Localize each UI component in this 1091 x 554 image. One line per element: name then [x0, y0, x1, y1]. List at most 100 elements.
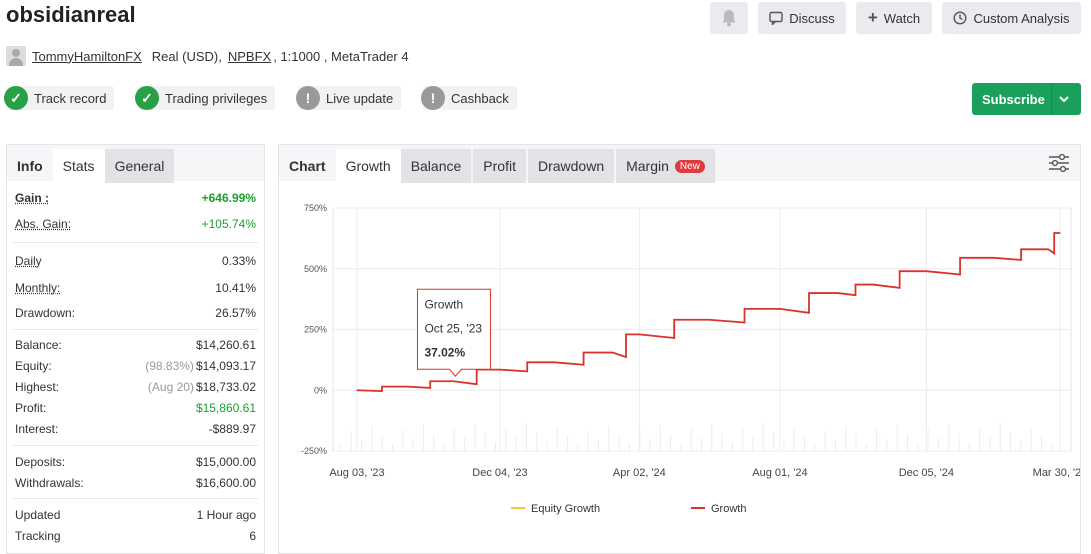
x-tick-label: Aug 01, '24 [752, 467, 807, 479]
stat-updated-value: 1 Hour ago [197, 508, 256, 522]
growth-point [356, 390, 357, 391]
growth-point [453, 381, 454, 382]
x-tick-label: Apr 02, '24 [613, 467, 666, 479]
tab-margin[interactable]: Margin New [616, 149, 715, 183]
growth-point [1048, 249, 1049, 250]
growth-point [993, 257, 994, 258]
stat-balance-value: $14,260.61 [196, 338, 256, 352]
stat-highest-label: Highest: [15, 380, 59, 394]
growth-point [872, 284, 873, 285]
check-icon: ✓ [135, 86, 159, 110]
growth-point [779, 308, 780, 309]
growth-point [926, 271, 927, 272]
x-tick-label: Aug 03, '23 [329, 467, 384, 479]
stat-profit-value: $15,860.61 [196, 401, 256, 415]
stat-deposits-label: Deposits: [15, 455, 65, 469]
page-title: obsidianreal [6, 2, 136, 28]
account-info: TommyHamiltonFX Real (USD), NPBFX , 1:10… [6, 44, 409, 68]
stat-daily: Daily 0.33% [15, 250, 256, 271]
stat-profit-label: Profit: [15, 401, 46, 415]
plus-icon: + [868, 8, 878, 28]
badge-cashback[interactable]: ! Cashback [423, 86, 517, 110]
tab-stats[interactable]: Stats [53, 149, 105, 183]
stat-deposits-value: $15,000.00 [196, 455, 256, 469]
growth-point [639, 334, 640, 335]
notification-button[interactable] [710, 2, 748, 34]
stat-updated: Updated 1 Hour ago [15, 504, 256, 525]
tab-profit[interactable]: Profit [473, 149, 526, 183]
stat-drawdown-value: 26.57% [215, 306, 256, 320]
badge-live-update[interactable]: ! Live update [298, 86, 401, 110]
tab-info[interactable]: Info [7, 149, 53, 183]
growth-point [708, 319, 709, 320]
stat-updated-label: Updated [15, 508, 60, 522]
watch-button[interactable]: + Watch [856, 2, 932, 34]
growth-point [406, 386, 407, 387]
chart-settings-icon[interactable] [1048, 153, 1070, 173]
growth-point [499, 369, 500, 370]
tooltip-date: Oct 25, '23 [424, 321, 482, 335]
stat-tracking-value: 6 [249, 529, 256, 543]
custom-analysis-button[interactable]: Custom Analysis [942, 2, 1081, 34]
growth-point [612, 352, 613, 353]
account-leverage: , 1:1000 , MetaTrader 4 [273, 49, 408, 64]
badge-label: Trading privileges [165, 91, 267, 106]
badge-label: Live update [326, 91, 393, 106]
stat-withdrawals: Withdrawals: $16,600.00 [15, 472, 256, 493]
y-tick-label: 750% [304, 203, 327, 213]
watch-label: Watch [884, 11, 920, 26]
avatar [6, 46, 26, 66]
stat-abs-gain-label[interactable]: Abs. Gain: [15, 217, 71, 231]
stat-withdrawals-value: $16,600.00 [196, 476, 256, 490]
stat-interest-label: Interest: [15, 422, 58, 436]
stat-highest-value: $18,733.02 [196, 380, 256, 394]
badge-trading-privileges[interactable]: ✓ Trading privileges [137, 86, 275, 110]
stat-equity-label: Equity: [15, 359, 52, 373]
tab-general[interactable]: General [105, 149, 175, 183]
subscribe-button[interactable]: Subscribe [972, 83, 1081, 115]
tab-chart[interactable]: Chart [279, 149, 336, 183]
check-icon: ✓ [4, 86, 28, 110]
stat-interest-value: -$889.97 [209, 422, 256, 436]
legend-label-equity: Equity Growth [531, 503, 600, 515]
discuss-button[interactable]: Discuss [758, 2, 846, 34]
stats-panel: Info Stats General Gain : +646.99% Abs. … [6, 144, 265, 554]
stat-balance-label: Balance: [15, 338, 62, 352]
stat-profit: Profit: $15,860.61 [15, 397, 256, 418]
tab-drawdown[interactable]: Drawdown [528, 149, 614, 183]
stat-gain-label[interactable]: Gain : [15, 191, 49, 205]
exclamation-icon: ! [421, 86, 445, 110]
chevron-down-icon[interactable] [1051, 83, 1075, 115]
stat-highest-note: (Aug 20) [148, 380, 194, 394]
stat-monthly-label[interactable]: Monthly: [15, 281, 60, 295]
chat-icon [769, 11, 783, 25]
stat-highest: Highest: (Aug 20) $18,733.02 [15, 376, 256, 397]
growth-point [554, 362, 555, 363]
stat-equity-note: (98.83%) [145, 359, 194, 373]
stat-deposits: Deposits: $15,000.00 [15, 451, 256, 472]
broker-link[interactable]: NPBFX [228, 49, 271, 64]
account-type: Real (USD), [152, 49, 222, 64]
badge-label: Cashback [451, 91, 509, 106]
y-tick-label: 0% [314, 385, 327, 395]
tab-growth[interactable]: Growth [336, 149, 401, 183]
new-badge: New [675, 160, 705, 173]
x-tick-label: Mar 30, '25 [1033, 467, 1080, 479]
stat-monthly-value: 10.41% [215, 281, 256, 295]
exclamation-icon: ! [296, 86, 320, 110]
custom-analysis-label: Custom Analysis [973, 11, 1069, 26]
badge-label: Track record [34, 91, 106, 106]
stat-gain: Gain : +646.99% [15, 187, 256, 208]
x-tick-label: Dec 05, '24 [899, 467, 954, 479]
chart-tabs: Chart Growth Balance Profit Drawdown Mar… [279, 145, 1080, 181]
clock-icon [953, 11, 967, 25]
x-tick-label: Dec 04, '23 [472, 467, 527, 479]
user-link[interactable]: TommyHamiltonFX [32, 49, 142, 64]
tab-balance[interactable]: Balance [401, 149, 472, 183]
bell-icon [721, 9, 737, 27]
stat-abs-gain-value: +105.74% [202, 217, 256, 231]
badge-track-record[interactable]: ✓ Track record [6, 86, 114, 110]
growth-chart[interactable]: 750% 500% 250% 0% -250% Aug 03, '23 Dec 04, '2… [279, 181, 1080, 553]
stat-gain-value: +646.99% [202, 191, 256, 205]
stat-daily-label[interactable]: Daily [15, 254, 42, 268]
